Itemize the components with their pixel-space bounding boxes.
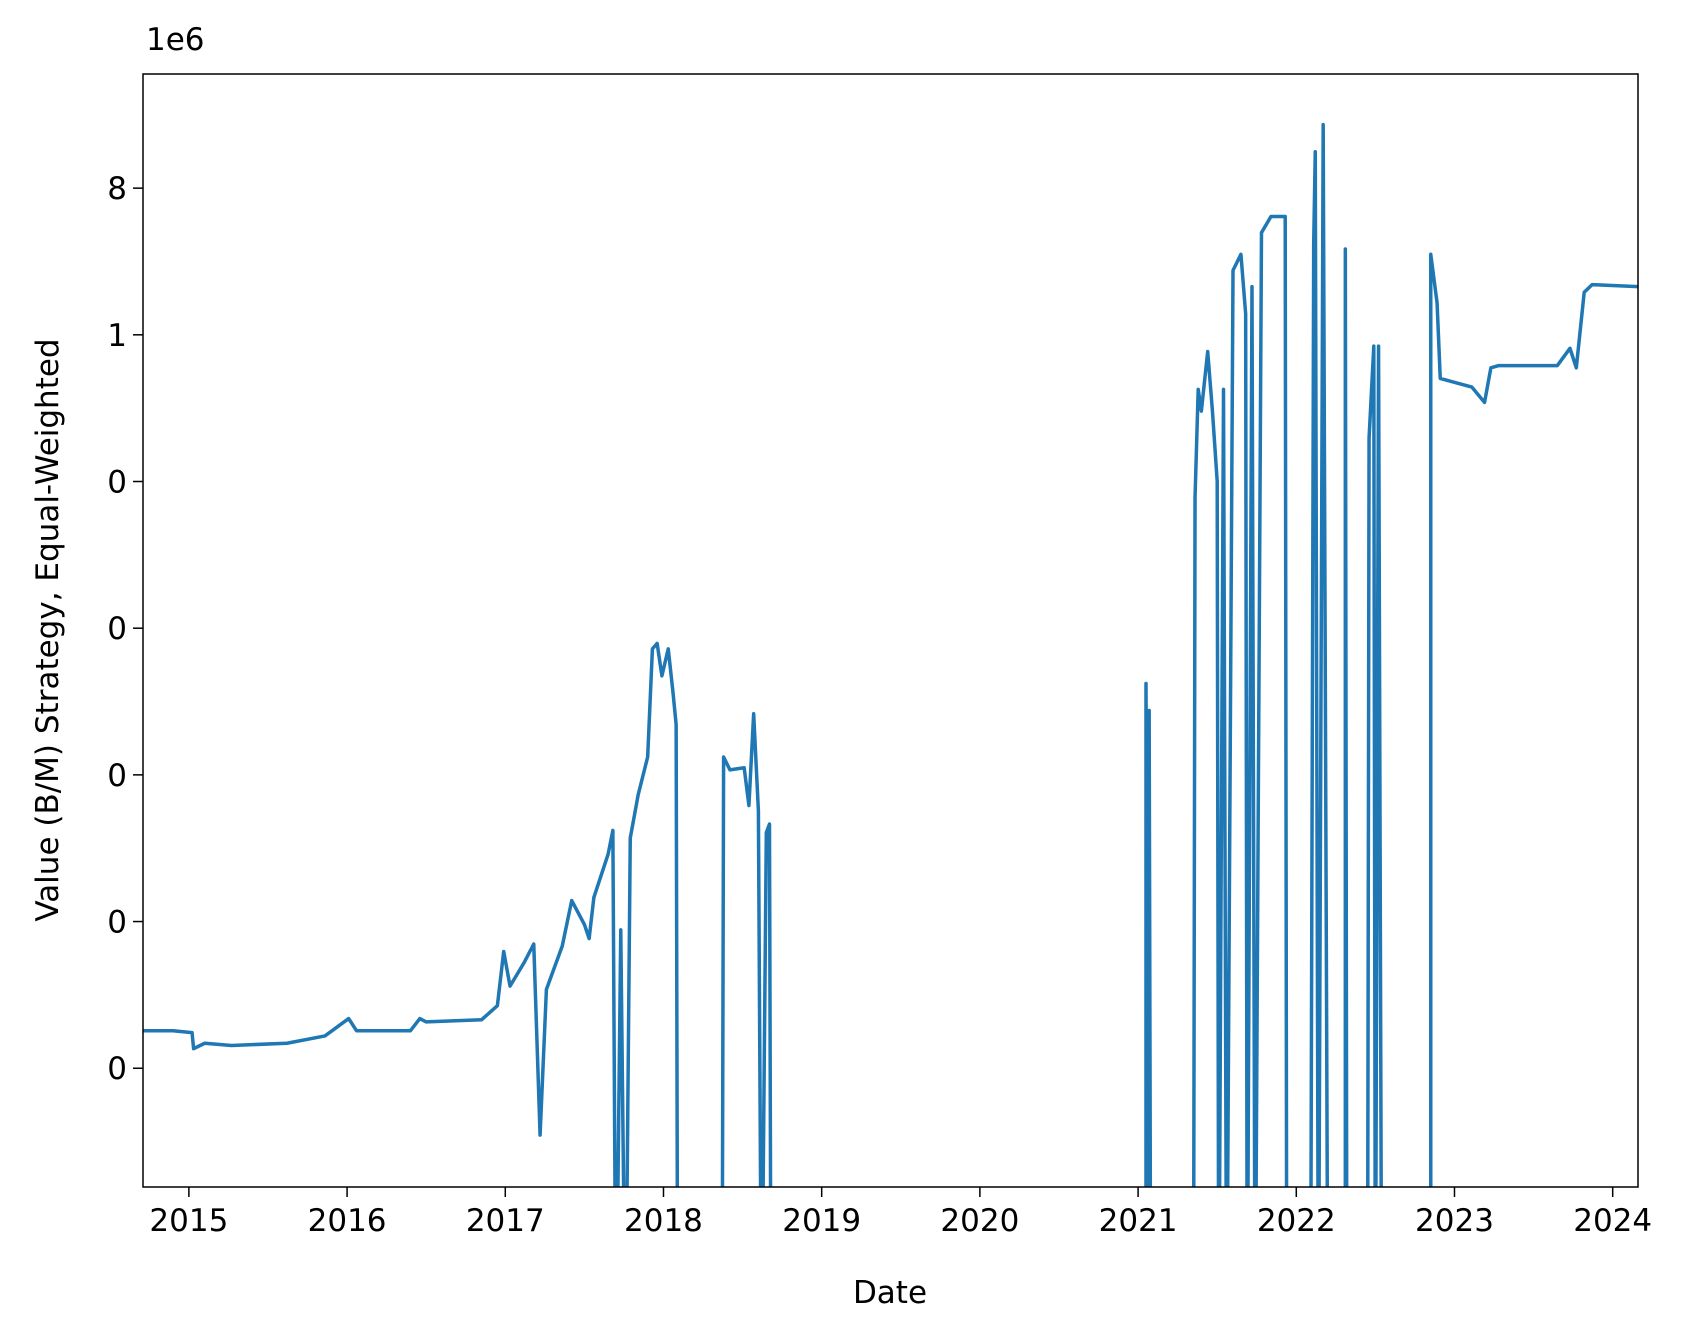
y-tick-label: 0 [107,1051,127,1087]
y-offset-label: 1e6 [146,22,205,58]
x-tick-label: 2023 [1415,1203,1494,1239]
x-tick-label: 2018 [624,1203,703,1239]
y-axis-label: Value (B/M) Strategy, Equal-Weighted [30,338,66,921]
plot-frame [142,73,1639,1188]
x-tick-label: 2017 [466,1203,545,1239]
x-tick-label: 2015 [149,1203,228,1239]
x-tick-label: 2020 [940,1203,1019,1239]
x-tick-label: 2016 [308,1203,387,1239]
y-tick-label: 8 [107,171,127,207]
x-tick-label: 2024 [1573,1203,1652,1239]
y-tick-label: 0 [107,465,127,501]
x-tick-label: 2021 [1099,1203,1178,1239]
x-axis-label: Date [853,1275,927,1311]
data-line [143,122,1638,1187]
x-tick-label: 2019 [782,1203,861,1239]
y-tick-label: 0 [107,758,127,794]
y-tick-label: 1 [107,318,127,354]
x-tick-label: 2022 [1257,1203,1336,1239]
y-tick-label: 0 [107,905,127,941]
y-tick-label: 0 [107,611,127,647]
